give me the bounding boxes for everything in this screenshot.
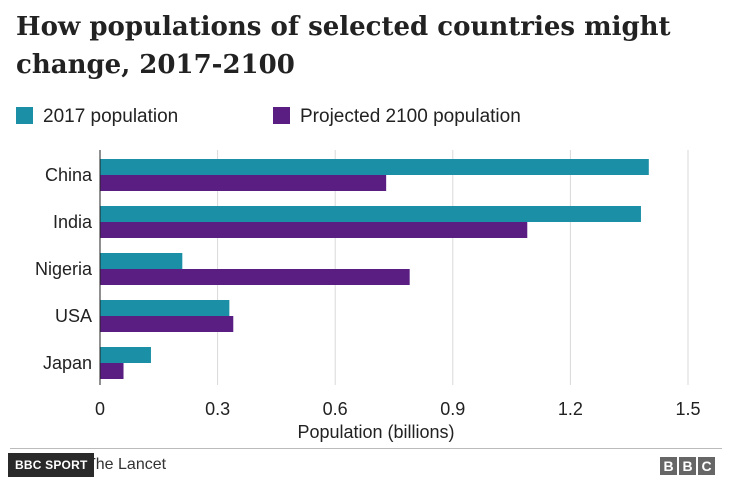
- chart-title: How populations of selected countries mi…: [16, 12, 671, 80]
- category-label: India: [53, 212, 93, 232]
- legend-item-2100: Projected 2100 population: [273, 106, 521, 128]
- source-name: The Lancet: [86, 456, 167, 473]
- bbc-logo-letter: B: [660, 457, 677, 475]
- bar-nigeria-2017: [100, 253, 183, 269]
- bar-india-2100: [100, 222, 528, 238]
- bar-japan-2100: [100, 363, 124, 379]
- source-text: The Lancet: [16, 455, 166, 475]
- legend-swatch-2100: [273, 107, 290, 124]
- legend-label-2017: 2017 population: [43, 106, 179, 127]
- bbc-logo-letter: C: [698, 457, 715, 475]
- legend-label-2100: Projected 2100 population: [300, 106, 521, 127]
- x-tick-label: 0: [95, 399, 105, 419]
- bbc-logo-letter: B: [679, 457, 696, 475]
- footer-divider: [10, 448, 722, 449]
- bars: [100, 159, 649, 379]
- category-label: Nigeria: [35, 259, 93, 279]
- bar-nigeria-2100: [100, 269, 410, 285]
- bar-china-2100: [100, 175, 387, 191]
- bar-india-2017: [100, 206, 641, 222]
- x-tick-label: 0.6: [323, 399, 348, 419]
- legend-swatch-2017: [16, 107, 33, 124]
- category-labels: China India Nigeria USA Japan: [35, 165, 93, 373]
- category-label: USA: [55, 306, 92, 326]
- bar-japan-2017: [100, 347, 151, 363]
- bar-usa-2100: [100, 316, 234, 332]
- bbc-sport-badge: BBC SPORT: [8, 453, 95, 477]
- category-label: China: [45, 165, 93, 185]
- category-label: Japan: [43, 353, 92, 373]
- legend-item-2017: 2017 population: [16, 106, 178, 128]
- x-tick-label: 1.5: [675, 399, 700, 419]
- x-axis-label: Population (billions): [297, 422, 454, 442]
- x-tick-label: 0.3: [205, 399, 230, 419]
- x-tick-label: 0.9: [440, 399, 465, 419]
- bar-usa-2017: [100, 300, 230, 316]
- x-tick-label: 1.2: [558, 399, 583, 419]
- bar-china-2017: [100, 159, 649, 175]
- x-tick-labels: 0 0.3 0.6 0.9 1.2 1.5: [95, 399, 701, 419]
